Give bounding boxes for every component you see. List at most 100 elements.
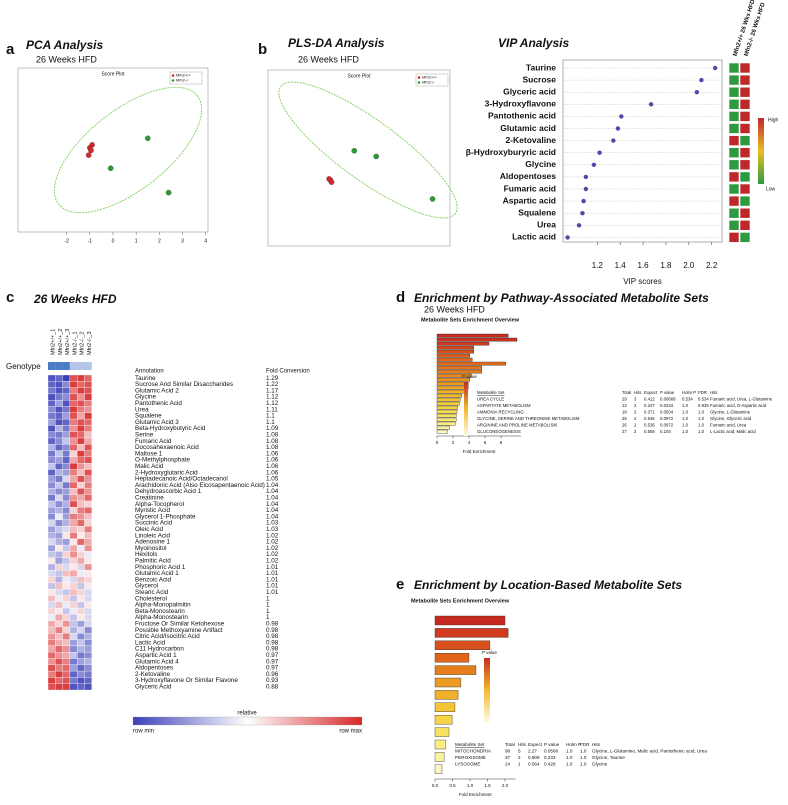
heat-cell [69, 393, 78, 401]
x-tick-label: 1.8 [660, 261, 672, 270]
heat-cell [84, 425, 92, 432]
heat-cell [84, 494, 92, 502]
fold-value: 1.11 [266, 406, 278, 413]
heat-cell [47, 582, 56, 590]
x-tick-label: 4 [468, 440, 471, 445]
heat-cell [62, 393, 71, 401]
heat-cell [728, 171, 740, 183]
table-cell: 2 [634, 410, 637, 415]
heat-cell [47, 683, 56, 691]
category-label: β-Hydroxyburyric acid [466, 147, 556, 157]
table-header: Hits [710, 390, 717, 395]
x-tick-label: 2.2 [706, 261, 718, 270]
heat-cell [69, 626, 78, 634]
heat-cell [84, 570, 92, 577]
row-label: Urea [135, 406, 149, 413]
heat-cell [84, 576, 92, 584]
heat-cell [77, 551, 85, 558]
heat-cell [77, 645, 85, 653]
row-label: Succinic Acid [135, 520, 173, 527]
panel-label: e [396, 576, 404, 593]
table-cell: 0.564 [528, 762, 540, 767]
row-label: Oleic Acid [135, 526, 163, 533]
heat-cell [739, 232, 751, 243]
heat-cell [55, 387, 63, 395]
bar [436, 397, 461, 402]
table-cell: 1.0 [698, 429, 705, 434]
bar [434, 690, 459, 700]
heat-cell [62, 412, 71, 420]
heat-cell [55, 639, 63, 647]
bar [436, 337, 518, 342]
colorbar-label: High [768, 117, 779, 123]
heat-cell [55, 570, 63, 577]
heat-cell [77, 544, 85, 552]
heat-cell [69, 374, 78, 382]
x-tick-label: -1 [88, 238, 93, 244]
heat-cell [69, 437, 78, 445]
heat-cell [62, 513, 71, 521]
table-cell: MITOCHONDRIA [455, 749, 492, 754]
heat-cell [69, 387, 78, 395]
row-label: Phosphoric Acid 1 [135, 564, 186, 571]
heat-cell [77, 500, 85, 508]
vip-dot [591, 162, 597, 167]
colorbar-title: relative [237, 711, 257, 717]
bar [434, 640, 491, 650]
fold-value: 1.08 [266, 432, 279, 439]
genotype-label: Genotype [6, 362, 41, 371]
heat-cell [77, 576, 85, 584]
fold-value: 1 [266, 614, 270, 621]
heat-cell [84, 683, 92, 691]
heat-cell [47, 387, 56, 395]
heat-cell [47, 526, 56, 533]
heat-cell [69, 683, 78, 691]
table-cell: 1.0 [698, 423, 705, 428]
table-header: P value [544, 742, 560, 747]
heat-cell [47, 450, 56, 458]
fold-value: 1.02 [266, 551, 279, 558]
heat-cell [62, 526, 71, 533]
fold-value: 1.08 [266, 444, 279, 451]
vip-dot [619, 114, 624, 119]
heat-cell [47, 557, 56, 565]
heat-cell [47, 519, 56, 527]
heat-cell [62, 406, 71, 413]
heat-cell [62, 670, 71, 678]
row-label: Docosahexaenoic Acid [135, 444, 199, 451]
table-cell: 12 [622, 403, 627, 408]
table-header: Hits [518, 742, 527, 747]
heat-cell [55, 481, 63, 489]
row-label: Stearic Acid [135, 589, 169, 596]
heat-cell [55, 381, 63, 388]
legend-title: P value [482, 650, 497, 655]
heat-cell [69, 507, 78, 514]
x-tick-label: 3 [181, 238, 184, 244]
heat-cell [47, 551, 56, 558]
heat-cell [55, 513, 63, 521]
fold-value: 1.06 [266, 450, 279, 457]
bar [436, 381, 469, 386]
heat-cell [47, 500, 56, 508]
heat-cell [77, 494, 85, 502]
heat-cell [55, 626, 63, 634]
heat-cell [55, 557, 63, 565]
heat-cell [84, 437, 92, 445]
fold-value: 1 [266, 608, 270, 615]
fold-value: 1.04 [266, 495, 279, 502]
table-cell: Fumaric acid, Urea, L-Glutamine [710, 397, 773, 402]
heat-cell [84, 526, 92, 533]
heat-cell [55, 645, 63, 653]
row-label: Sucrose And Similar Disaccharides [135, 381, 233, 388]
heat-cell [47, 677, 56, 684]
colorbar [484, 658, 490, 722]
heat-cell [62, 645, 71, 653]
table-header: Hits [592, 742, 601, 747]
legend-box [169, 71, 203, 85]
table-cell: 0.534 [698, 397, 709, 402]
bar [434, 615, 506, 626]
heat-cell [77, 563, 85, 571]
plot-title: Score Plot [347, 73, 371, 79]
table-header: Hits [634, 390, 641, 395]
heat-cell [69, 500, 78, 508]
